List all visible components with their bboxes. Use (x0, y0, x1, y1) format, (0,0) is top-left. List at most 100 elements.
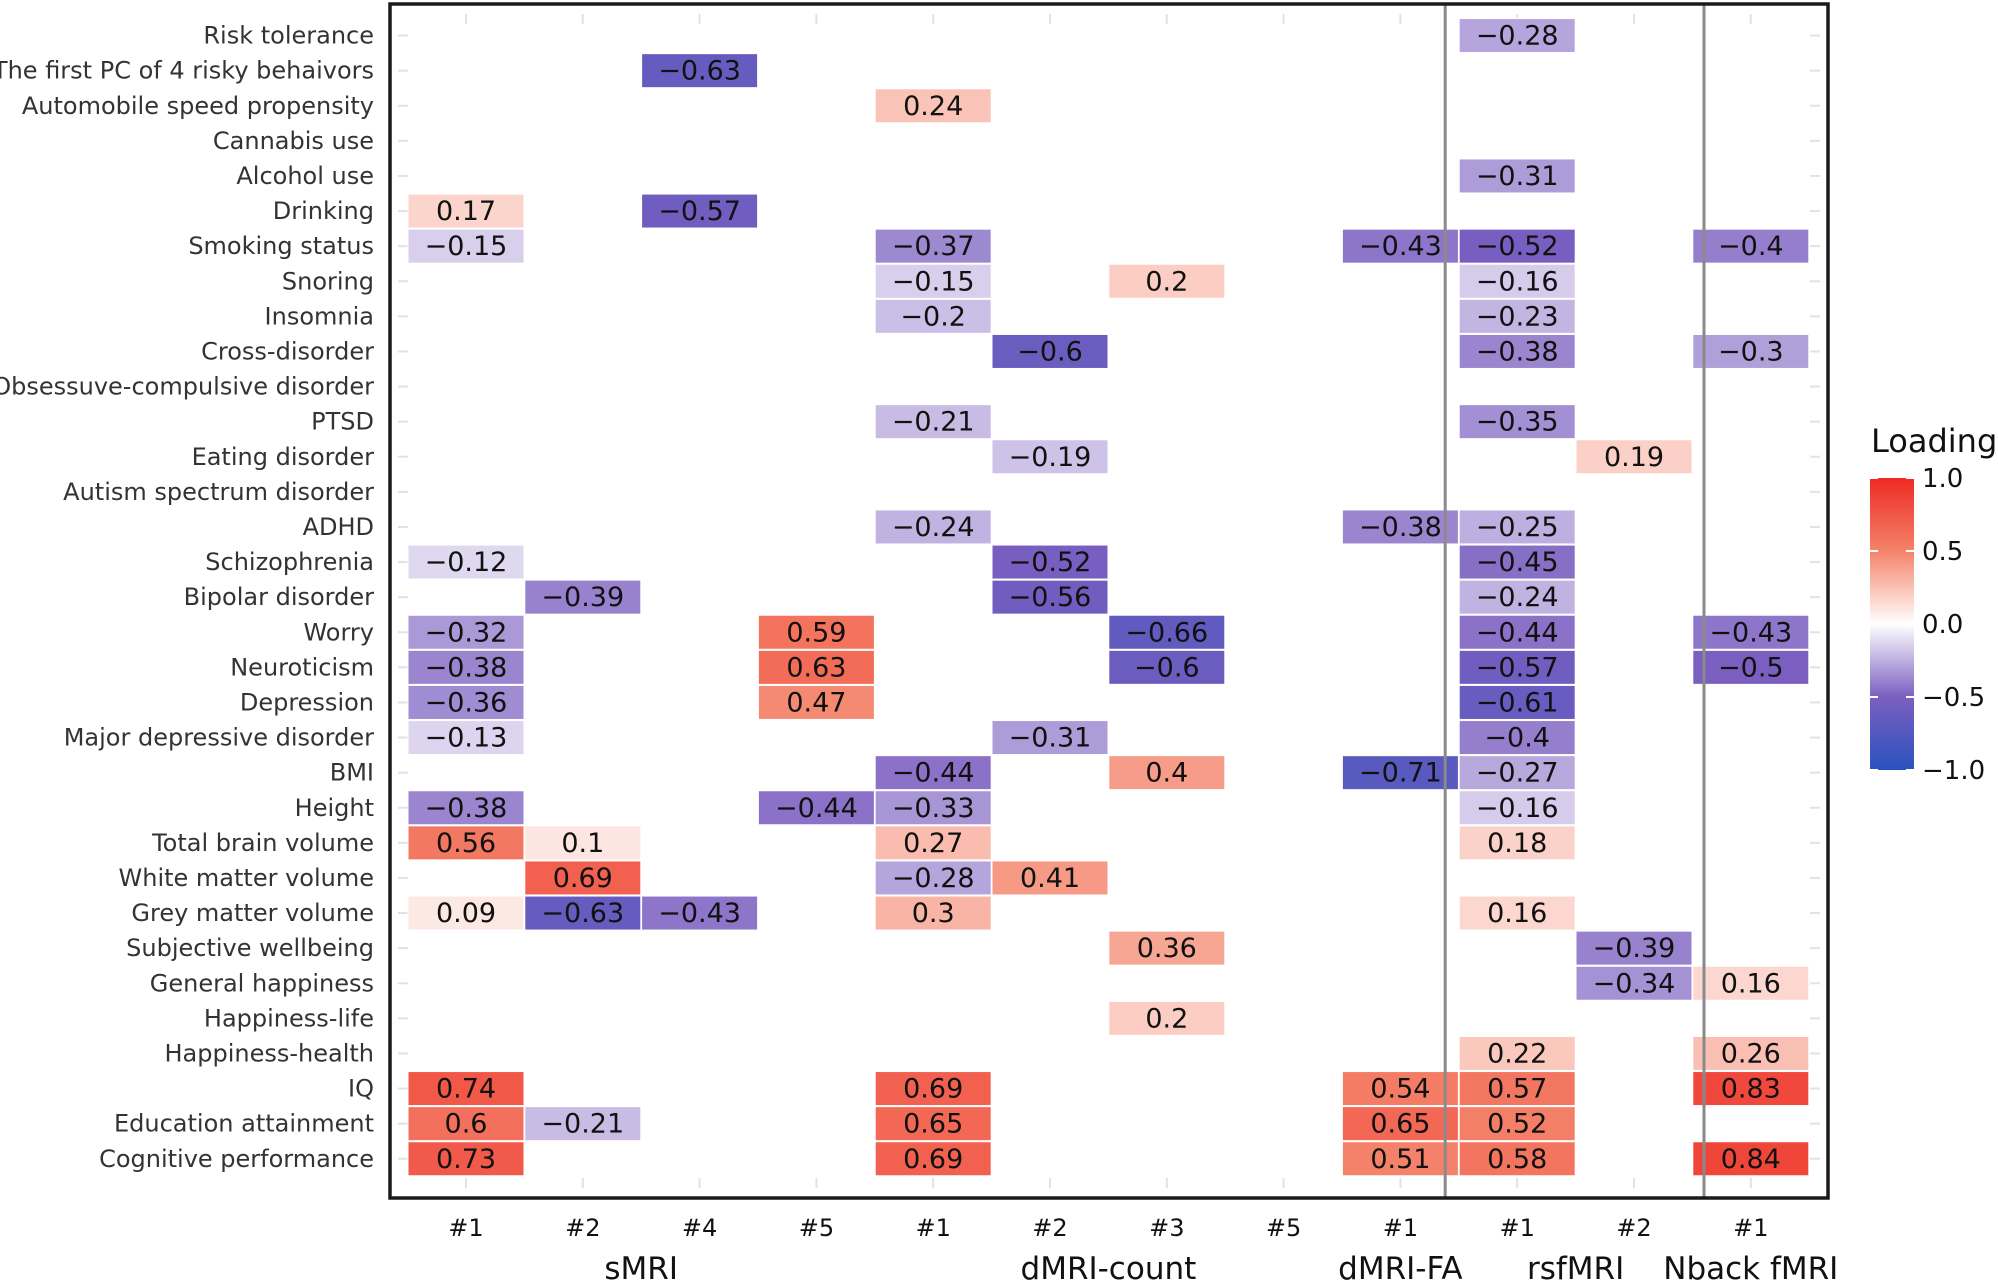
column-group-label: Nback fMRI (1663, 1251, 1838, 1283)
heatmap-cell (1458, 1106, 1576, 1142)
cell-value-label: 0.2 (1145, 266, 1188, 297)
heatmap-cell (1108, 1000, 1226, 1036)
heatmap-cell (1692, 228, 1810, 264)
cell-value-label: −0.15 (425, 231, 508, 262)
heatmap-cell (1692, 333, 1810, 369)
cell-value-label: −0.21 (541, 1109, 624, 1140)
row-label: Schizophrenia (205, 548, 374, 576)
row-label: Major depressive disorder (64, 724, 374, 752)
cell-value-label: −0.43 (658, 898, 741, 929)
column-group-label: sMRI (604, 1251, 678, 1283)
column-tick-label: #1 (1500, 1214, 1535, 1242)
heatmap-cell (874, 755, 992, 791)
heatmap-cell (1108, 930, 1226, 966)
heatmap-cell (874, 263, 992, 299)
cell-value-label: −0.4 (1484, 723, 1550, 754)
cell-value-label: −0.33 (892, 793, 975, 824)
cell-value-label: −0.27 (1476, 758, 1559, 789)
cell-value-label: 0.24 (903, 91, 963, 122)
cell-value-label: 0.27 (903, 828, 963, 859)
heatmap-cell (1341, 1141, 1459, 1177)
cell-value-label: 0.41 (1020, 863, 1080, 894)
cell-value-label: −0.28 (892, 863, 975, 894)
cell-value-label: −0.38 (1359, 512, 1442, 543)
cell-value-label: −0.13 (425, 723, 508, 754)
heatmap-cell (1458, 755, 1576, 791)
heatmap-cell (641, 53, 759, 89)
heatmap-cell (1458, 614, 1576, 650)
cell-value-label: −0.63 (541, 898, 624, 929)
legend-tick-label: 1.0 (1922, 464, 1963, 494)
heatmap-cell (1692, 1035, 1810, 1071)
cell-value-label: −0.19 (1009, 442, 1092, 473)
row-label: Insomnia (265, 302, 374, 330)
row-label: Education attainment (114, 1110, 374, 1138)
heatmap-cell (874, 1106, 992, 1142)
heatmap-cell (874, 790, 992, 826)
row-label: White matter volume (119, 864, 375, 892)
cell-value-label: 0.4 (1145, 758, 1188, 789)
heatmap-cell (874, 895, 992, 931)
row-label: Subjective wellbeing (126, 934, 374, 962)
column-tick-label: #2 (1616, 1214, 1651, 1242)
cell-value-label: −0.16 (1476, 793, 1559, 824)
heatmap-cell (641, 193, 759, 229)
cell-value-label: −0.44 (892, 758, 975, 789)
cell-value-label: 0.63 (786, 652, 846, 683)
heatmap-cell (407, 544, 525, 580)
row-label: IQ (348, 1075, 374, 1103)
heatmap-cell (1458, 1141, 1576, 1177)
cell-value-label: −0.37 (892, 231, 975, 262)
plot-panel-border (388, 2, 1830, 1200)
heatmap-cell (407, 790, 525, 826)
heatmap-cell (1458, 684, 1576, 720)
heatmap-cell (1575, 965, 1693, 1001)
heatmap-cell (1458, 895, 1576, 931)
heatmap-cell (874, 1141, 992, 1177)
cell-value-label: −0.6 (1134, 652, 1200, 683)
cell-value-label: 0.69 (903, 1144, 963, 1175)
cell-value-label: 0.16 (1721, 968, 1781, 999)
legend-tick-label: 0.0 (1922, 610, 1963, 640)
heatmap-cell (874, 860, 992, 896)
cell-value-label: −0.38 (1476, 336, 1559, 367)
cell-value-label: 0.47 (786, 687, 846, 718)
cell-value-label: −0.28 (1476, 21, 1559, 52)
row-label: Cross-disorder (201, 337, 374, 365)
row-label: PTSD (311, 408, 374, 436)
heatmap-cell (1458, 509, 1576, 545)
cell-value-label: −0.2 (900, 301, 966, 332)
cell-value-label: 0.51 (1370, 1144, 1430, 1175)
cell-value-label: 0.36 (1137, 933, 1197, 964)
cell-value-label: −0.12 (425, 547, 508, 578)
heatmap-cell (991, 544, 1109, 580)
cell-value-label: −0.31 (1009, 723, 1092, 754)
row-label: Smoking status (188, 232, 374, 260)
legend-tick-label: −0.5 (1922, 683, 1985, 713)
heatmap-cell (991, 860, 1109, 896)
column-tick-label: #1 (1733, 1214, 1768, 1242)
heatmap-cell (407, 895, 525, 931)
cell-value-label: −0.6 (1017, 336, 1083, 367)
row-label: Depression (240, 688, 374, 716)
row-label: Snoring (282, 267, 374, 295)
row-label: Happiness-health (164, 1039, 374, 1067)
heatmap-cell (407, 193, 525, 229)
column-group-label: dMRI-FA (1338, 1251, 1462, 1283)
heatmap-cell (757, 649, 875, 685)
cell-value-label: −0.24 (892, 512, 975, 543)
row-label: General happiness (150, 969, 374, 997)
heatmap-cell (1458, 228, 1576, 264)
heatmap-cell (524, 825, 642, 861)
row-label: Grey matter volume (131, 899, 374, 927)
heatmap-cell (1108, 263, 1226, 299)
heatmap-cell (1458, 579, 1576, 615)
cell-value-label: −0.44 (775, 793, 858, 824)
row-label: Bipolar disorder (184, 583, 374, 611)
cell-value-label: −0.5 (1718, 652, 1784, 683)
heatmap-cell (874, 88, 992, 124)
heatmap-cell (1458, 298, 1576, 334)
heatmap-cell (1458, 333, 1576, 369)
